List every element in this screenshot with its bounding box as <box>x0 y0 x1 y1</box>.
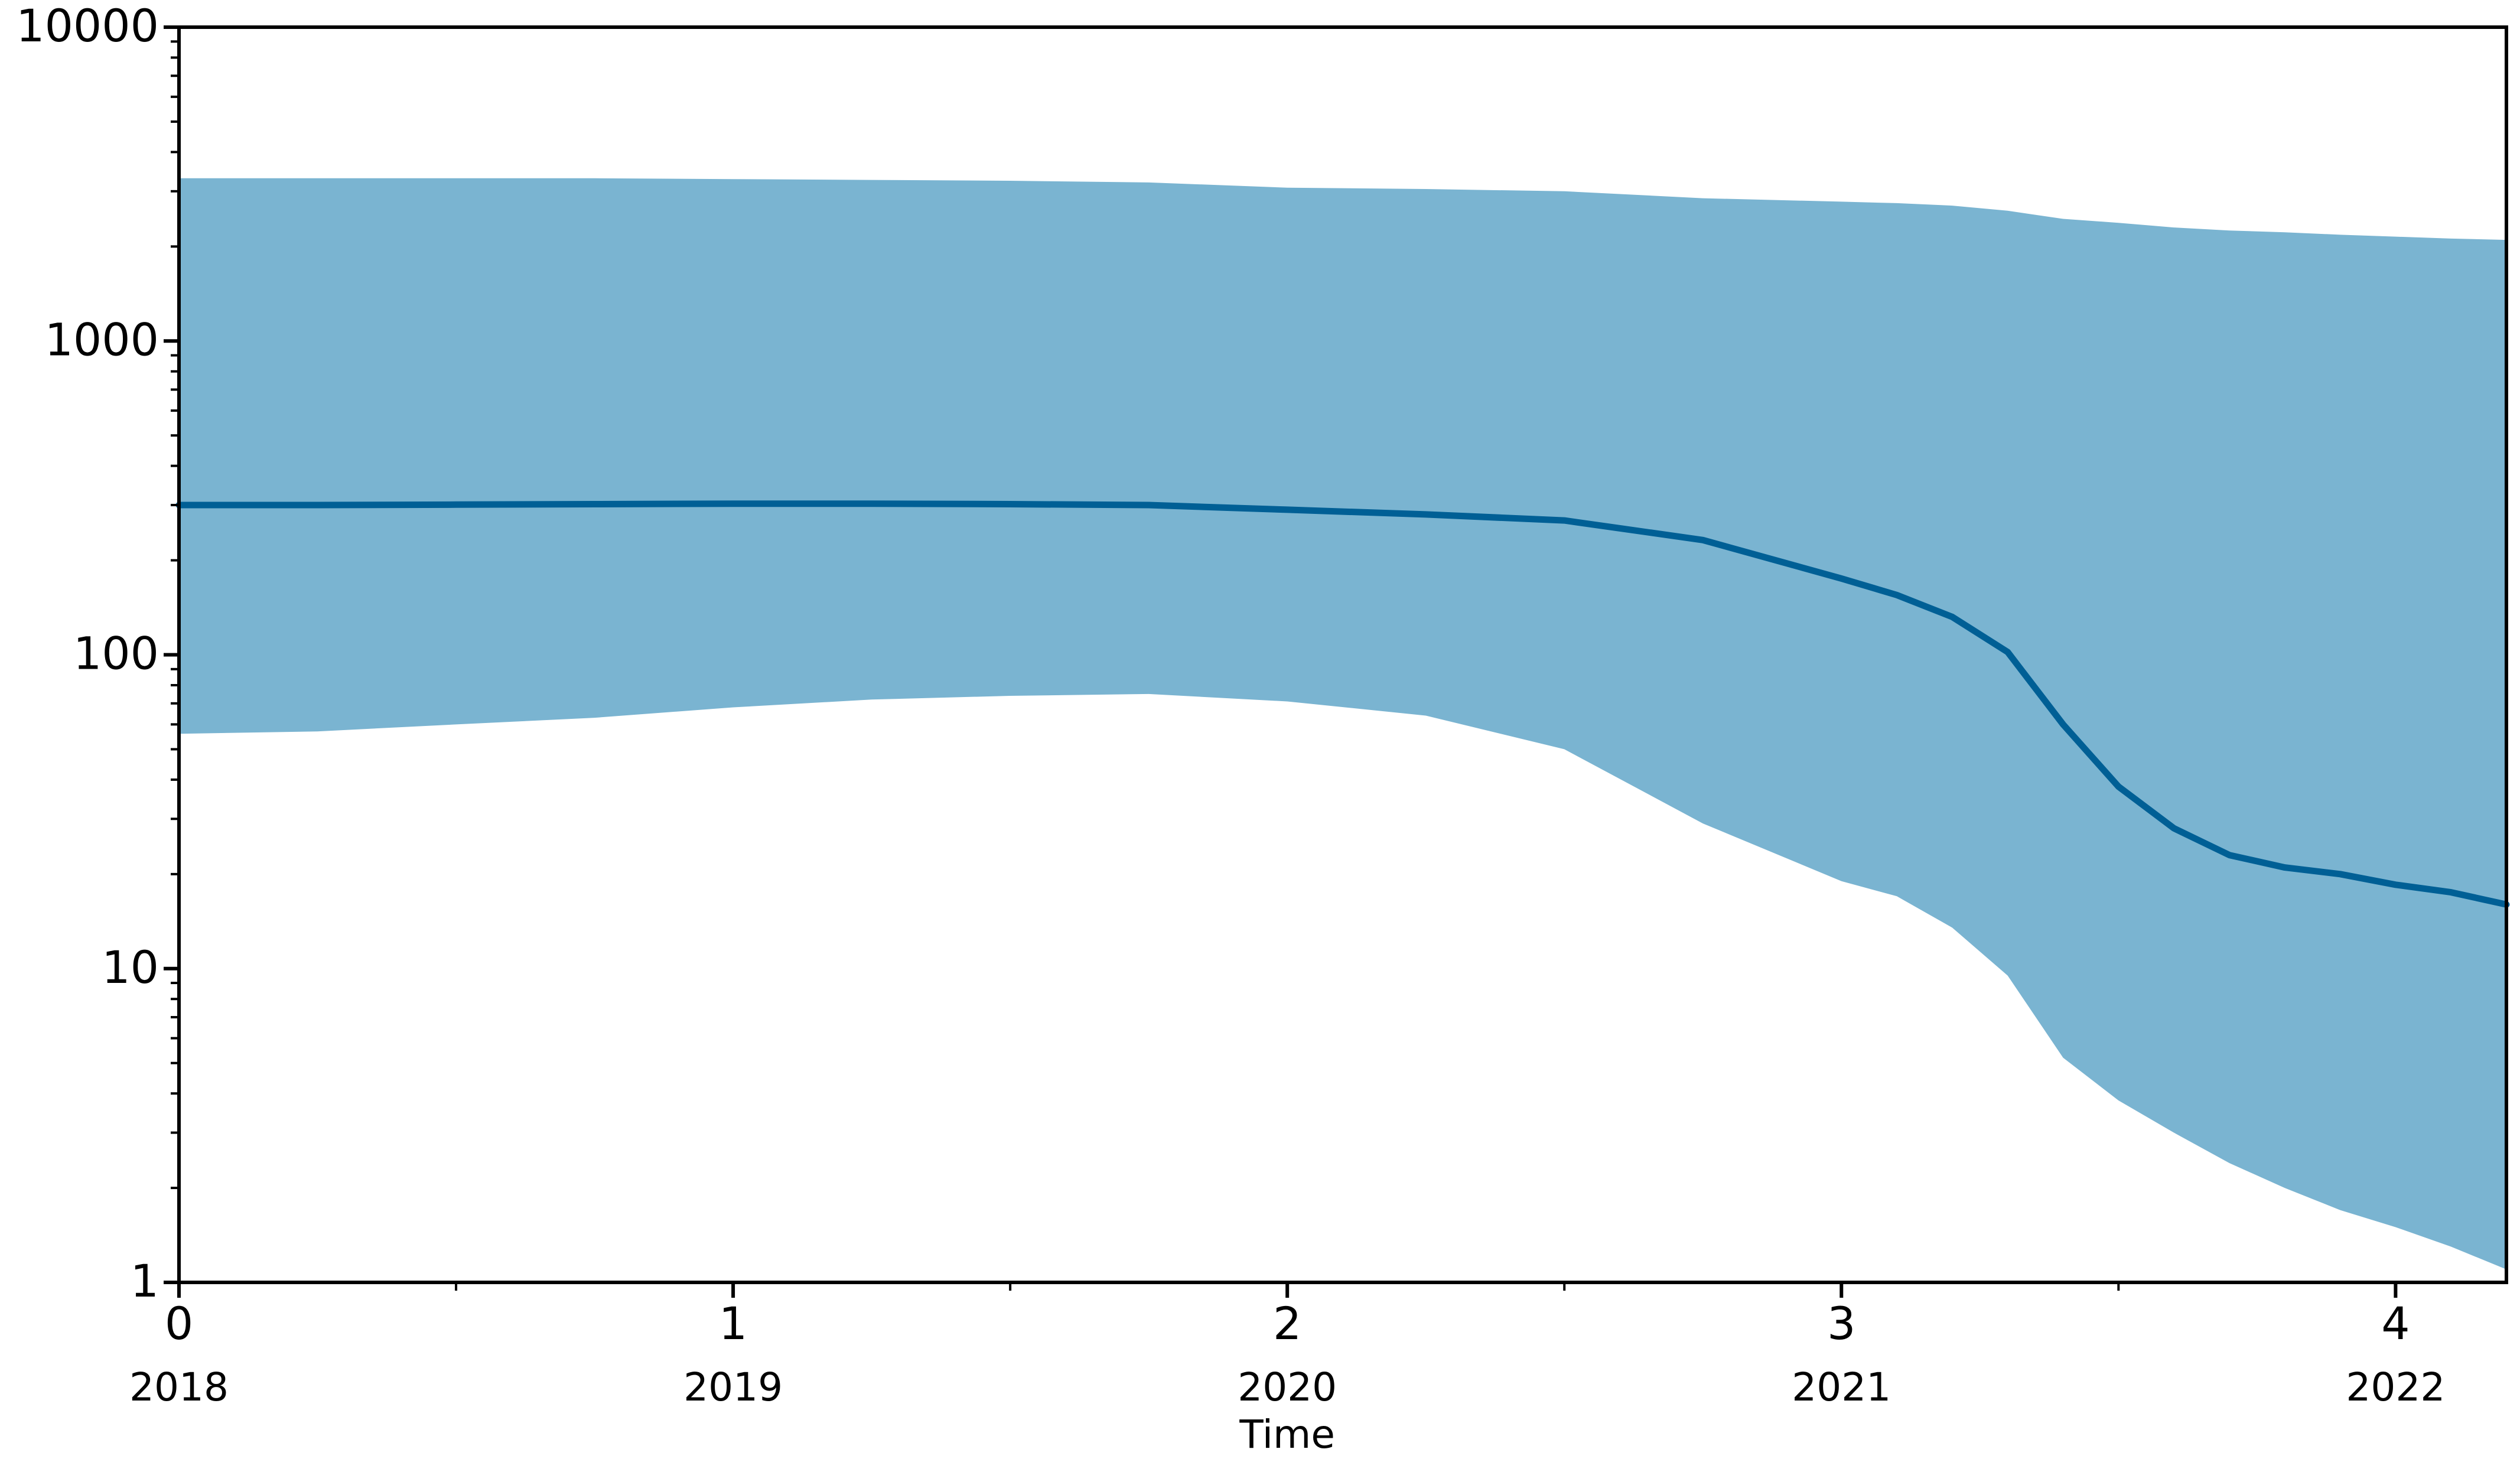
x-tick-label: 4 <box>2381 1297 2410 1350</box>
x-year-label: 2020 <box>1238 1364 1337 1410</box>
x-tick-label: 2 <box>1273 1297 1301 1350</box>
y-tick-label: 10 <box>102 941 159 994</box>
confidence-band <box>179 178 2506 1269</box>
x-axis-title: Time <box>1239 1412 1335 1457</box>
x-tick-label: 0 <box>165 1297 193 1350</box>
plot-area <box>175 178 2510 1269</box>
x-year-label: 2019 <box>683 1364 783 1410</box>
x-year-label: 2018 <box>129 1364 229 1410</box>
median-line <box>175 500 2510 908</box>
x-year-label: 2021 <box>1792 1364 1891 1410</box>
y-tick-label: 100 <box>73 627 159 680</box>
x-year-label: 2022 <box>2346 1364 2445 1410</box>
y-tick-label: 1 <box>131 1255 159 1307</box>
x-tick-label: 3 <box>1827 1297 1855 1350</box>
x-tick-label: 1 <box>719 1297 747 1350</box>
y-tick-label: 1000 <box>45 313 159 366</box>
axes: 1 10 100 1000 10000 0 2018 1 2019 2 2020 3 2021 4 2022 <box>16 0 2508 1410</box>
y-tick-label: 10000 <box>16 0 159 52</box>
